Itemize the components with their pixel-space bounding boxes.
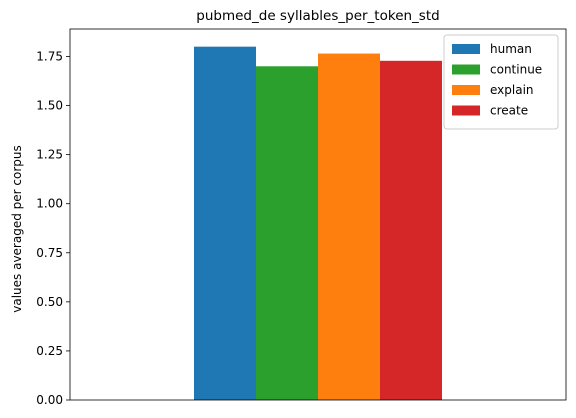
legend-swatch-create (452, 105, 480, 116)
y-tick-label: 0.25 (36, 344, 63, 358)
legend-label-explain: explain (490, 83, 534, 97)
y-tick-label: 0.00 (36, 393, 63, 407)
y-tick-label: 1.00 (36, 197, 63, 211)
legend: human continue explain create (443, 34, 559, 130)
legend-label-human: human (490, 42, 532, 56)
bar-explain (318, 53, 380, 400)
legend-swatch-continue (452, 64, 480, 75)
y-tick-label: 1.75 (36, 49, 63, 63)
y-tick-label: 1.50 (36, 99, 63, 113)
bar-human (194, 46, 256, 401)
legend-swatch-explain (452, 85, 480, 95)
bars-group (194, 46, 442, 401)
bar-create (380, 60, 442, 401)
y-tick-label: 0.50 (36, 295, 63, 309)
y-tick-label: 0.75 (36, 246, 63, 260)
legend-swatch-human (452, 44, 480, 54)
legend-label-create: create (490, 104, 528, 118)
y-axis-label: values averaged per corpus (10, 145, 24, 313)
y-tick-label: 1.25 (36, 148, 63, 162)
legend-label-continue: continue (490, 63, 542, 77)
bar-continue (256, 66, 318, 400)
chart-title: pubmed_de syllables_per_token_std (196, 8, 439, 24)
y-axis: 0.00 0.25 0.50 0.75 1.00 1.25 1.50 1.75 (36, 49, 70, 407)
plot-frame (69, 28, 567, 401)
